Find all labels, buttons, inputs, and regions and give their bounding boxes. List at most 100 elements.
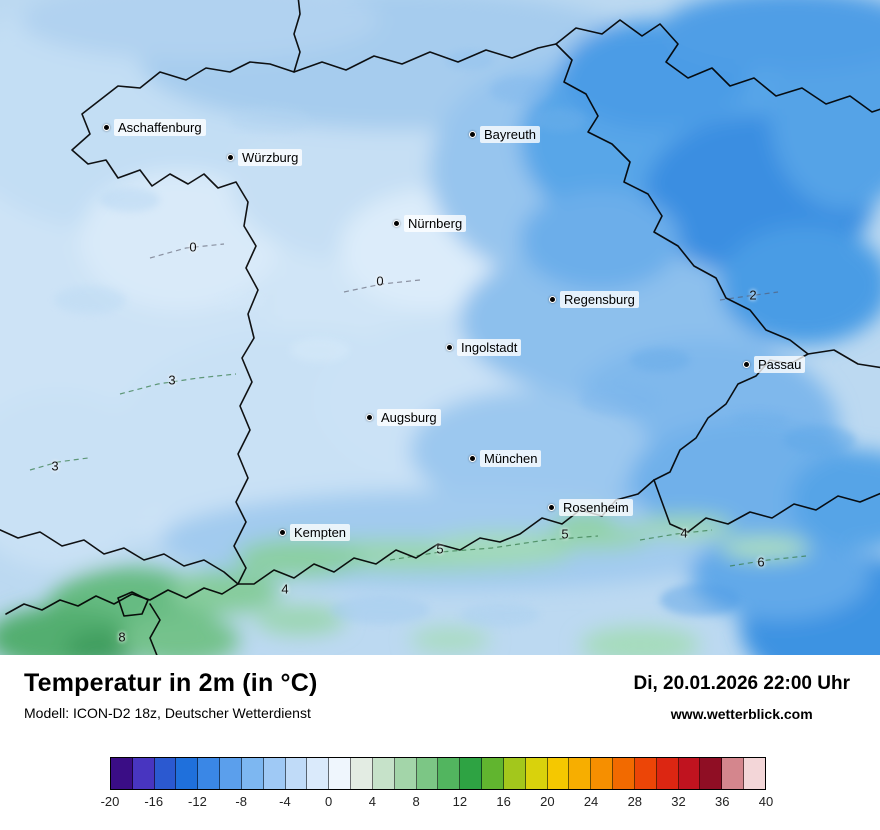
city-label: Bayreuth [480,126,541,143]
city-label: Kempten [290,524,351,541]
city-dot [469,131,476,138]
scale-tick-label: 32 [671,794,686,809]
temperature-contour-label: 5 [436,541,444,557]
scale-segment [351,758,373,789]
scale-tick-label: 16 [496,794,511,809]
scale-segment [329,758,352,789]
scale-segment [132,758,155,789]
city-marker-bayreuth: Bayreuth [469,126,541,143]
scale-tick-label: 8 [412,794,420,809]
city-marker-aschaffenburg: Aschaffenburg [103,119,206,136]
city-dot [393,220,400,227]
scale-tick-label: -12 [188,794,207,809]
scale-tick-label: 0 [325,794,333,809]
scale-segment [634,758,657,789]
scale-segment [111,758,133,789]
temperature-contour-label: 6 [757,554,765,570]
map-area: Aschaffenburg Würzburg Bayreuth Nürnberg… [0,0,880,655]
datetime-block: Di, 20.01.2026 22:00 Uhr www.wetterblick… [633,669,850,722]
scale-segment [198,758,221,789]
city-label: Rosenheim [559,499,633,516]
city-label: Regensburg [560,291,639,308]
temperature-contour-label: 4 [281,581,289,597]
city-marker-regensburg: Regensburg [549,291,639,308]
scale-ticks: -20 -16 -12 -8 -4 0 4 8 12 16 20 24 28 32 36 40 [101,794,774,814]
scale-segment [394,758,417,789]
temperature-contour-label: 3 [168,372,176,388]
city-marker-passau: Passau [743,356,806,373]
city-label: Würzburg [238,149,303,166]
city-label: Augsburg [377,409,441,426]
scale-segment [547,758,570,789]
city-marker-nuernberg: Nürnberg [393,215,467,232]
border-lines [0,0,880,655]
scale-tick-label: -8 [235,794,247,809]
contour-lines [29,243,807,567]
city-marker-wuerzburg: Würzburg [227,149,303,166]
city-label: Aschaffenburg [114,119,206,136]
scale-segment [438,758,461,789]
city-marker-kempten: Kempten [279,524,351,541]
city-dot [469,455,476,462]
scale-segment [678,758,701,789]
map-footer: Temperatur in 2m (in °C) Modell: ICON-D2… [0,655,880,830]
title-block: Temperatur in 2m (in °C) Modell: ICON-D2… [24,669,318,721]
city-dot [549,296,556,303]
city-marker-augsburg: Augsburg [366,409,441,426]
scale-segment [656,758,679,789]
city-marker-ingolstadt: Ingolstadt [446,339,522,356]
scale-tick-label: 40 [758,794,774,809]
scale-segment [263,758,286,789]
scale-segment [285,758,308,789]
scale-tick-label: 4 [368,794,377,809]
temperature-contour-label: 2 [749,287,757,303]
city-dot [446,344,453,351]
scale-tick-label: 20 [540,794,555,809]
scale-tick-label: 24 [583,794,599,809]
scale-tick-label: -16 [144,794,164,809]
temperature-contour-label: 3 [51,458,59,474]
city-marker-muenchen: München [469,450,542,467]
scale-tick-label: 12 [452,794,468,809]
website-url: www.wetterblick.com [670,706,813,722]
scale-tick-label: 28 [627,794,643,809]
scale-segment [416,758,439,789]
temperature-map [0,0,880,655]
scale-segments [110,757,766,790]
scale-segment [372,758,395,789]
city-dot [548,504,555,511]
scale-segment [220,758,242,789]
temperature-contour-label: 0 [189,239,197,255]
temperature-contour-label: 0 [376,273,384,289]
city-dot [103,124,110,131]
city-label: München [480,450,542,467]
color-scale: -20 -16 -12 -8 -4 0 4 8 12 16 20 24 28 32 36 40 [101,757,774,814]
forecast-datetime: Di, 20.01.2026 22:00 Uhr [633,673,850,694]
scale-segment [307,758,330,789]
page-title: Temperatur in 2m (in °C) [24,669,318,697]
city-dot [743,361,750,368]
city-label: Passau [754,356,806,373]
temperature-contour-label: 8 [118,629,126,645]
scale-segment [613,758,635,789]
model-info: Modell: ICON-D2 18z, Deutscher Wetterdie… [24,705,311,721]
scale-segment [569,758,592,789]
scale-segment [525,758,548,789]
temperature-contour-label: 5 [561,526,569,542]
scale-segment [744,758,765,789]
scale-tick-label: 36 [715,794,730,809]
city-dot [366,414,373,421]
scale-tick-label: -20 [100,794,120,809]
scale-segment [591,758,614,789]
scale-segment [700,758,723,789]
city-label: Nürnberg [404,215,467,232]
city-marker-rosenheim: Rosenheim [548,499,633,516]
city-dot [279,529,286,536]
scale-segment [241,758,264,789]
scale-segment [176,758,199,789]
temperature-contour-label: 4 [680,525,688,541]
city-dot [227,154,234,161]
scale-segment [460,758,483,789]
scale-segment [503,758,526,789]
